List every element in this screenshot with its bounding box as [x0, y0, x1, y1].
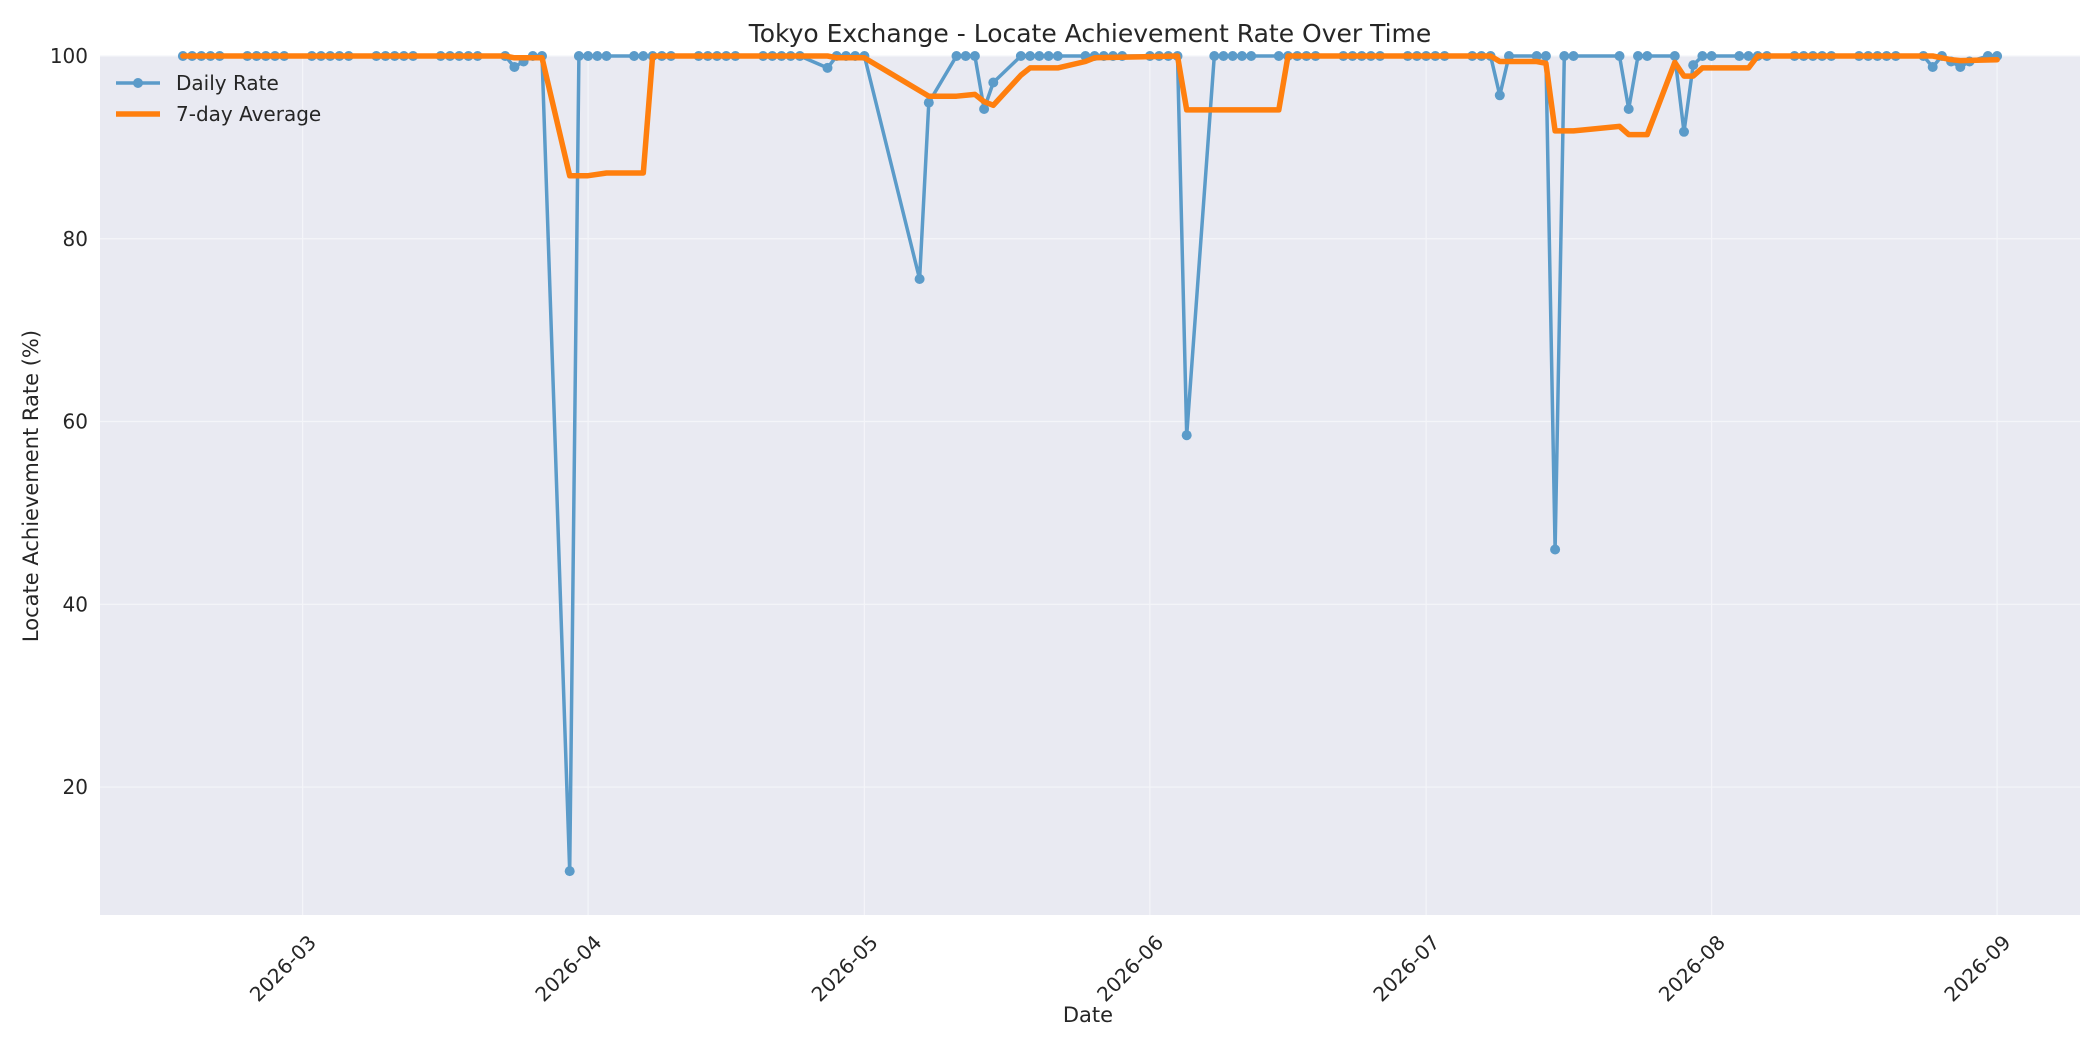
- y-axis-label: Locate Achievement Rate (%): [19, 330, 43, 642]
- series-layer: [177, 51, 2003, 877]
- x-axis-label: Date: [1063, 1003, 1113, 1027]
- data-point-daily-rate: [1633, 51, 1643, 61]
- data-point-daily-rate: [629, 51, 640, 61]
- y-tick-label: 60: [63, 410, 88, 434]
- x-tick-label: 2026-05: [807, 930, 883, 1006]
- x-tick-label: 2026-07: [1368, 930, 1444, 1006]
- data-point-daily-rate: [1743, 51, 1754, 61]
- data-point-daily-rate: [914, 274, 925, 284]
- data-point-daily-rate: [951, 51, 962, 61]
- y-tick-label: 100: [50, 44, 88, 68]
- chart-title: Tokyo Exchange - Locate Achievement Rate…: [748, 19, 1432, 48]
- x-tick-label: 2026-06: [1092, 930, 1168, 1006]
- data-point-daily-rate: [1531, 51, 1542, 61]
- legend: Daily Rate 7-day Average: [116, 71, 321, 126]
- data-point-daily-rate: [1688, 60, 1699, 71]
- legend-label-daily-rate: Daily Rate: [176, 71, 279, 95]
- data-point-daily-rate: [638, 51, 649, 61]
- data-point-daily-rate: [1559, 51, 1570, 61]
- data-point-daily-rate: [1052, 51, 1063, 61]
- data-point-daily-rate: [1550, 544, 1561, 555]
- data-point-daily-rate: [1568, 51, 1579, 61]
- data-point-daily-rate: [1043, 51, 1054, 61]
- data-point-daily-rate: [564, 866, 575, 877]
- data-point-daily-rate: [1034, 51, 1045, 61]
- y-axis-ticks: 20 40 60 80 100: [50, 44, 88, 799]
- x-tick-label: 2026-08: [1654, 930, 1730, 1006]
- data-point-daily-rate: [583, 51, 594, 61]
- x-axis-ticks: 2026-03 2026-04 2026-05 2026-06 2026-07 2026-…: [245, 930, 2016, 1006]
- data-point-daily-rate: [1227, 51, 1238, 61]
- data-point-daily-rate: [1494, 90, 1505, 101]
- x-tick-label: 2026-03: [245, 930, 321, 1006]
- data-point-daily-rate: [601, 51, 612, 61]
- data-point-daily-rate: [1614, 51, 1625, 61]
- data-point-daily-rate: [923, 97, 934, 108]
- data-point-daily-rate: [1181, 430, 1192, 441]
- data-point-daily-rate: [1706, 51, 1717, 61]
- data-point-daily-rate: [969, 51, 980, 61]
- data-point-daily-rate: [1218, 51, 1229, 61]
- data-point-daily-rate: [1237, 51, 1247, 61]
- data-point-daily-rate: [1623, 104, 1634, 114]
- data-point-daily-rate: [988, 77, 999, 88]
- y-tick-label: 20: [63, 775, 88, 799]
- data-point-daily-rate: [1927, 62, 1938, 72]
- x-tick-label: 2026-09: [1939, 930, 2015, 1006]
- data-point-daily-rate: [1669, 51, 1680, 61]
- y-tick-label: 80: [63, 227, 88, 251]
- data-point-daily-rate: [1246, 51, 1257, 61]
- data-point-daily-rate: [592, 51, 603, 61]
- data-point-daily-rate: [1209, 51, 1220, 61]
- legend-marker-daily-rate: [133, 78, 143, 88]
- series-line-7-day-average: [180, 53, 2000, 179]
- data-point-daily-rate: [979, 104, 990, 114]
- legend-label-7-day-average: 7-day Average: [176, 102, 321, 126]
- data-point-daily-rate: [1734, 51, 1745, 61]
- data-point-daily-rate: [1697, 51, 1708, 61]
- data-point-daily-rate: [1540, 51, 1551, 61]
- data-point-daily-rate: [509, 62, 520, 72]
- data-point-daily-rate: [822, 62, 833, 73]
- data-point-daily-rate: [960, 51, 971, 61]
- data-point-daily-rate: [573, 51, 584, 61]
- data-point-daily-rate: [1025, 51, 1036, 61]
- data-point-daily-rate: [1273, 51, 1284, 61]
- data-point-daily-rate: [1504, 51, 1514, 61]
- data-point-daily-rate: [1642, 51, 1653, 61]
- data-point-daily-rate: [1679, 126, 1689, 137]
- data-point-daily-rate: [1015, 51, 1026, 61]
- x-tick-label: 2026-04: [530, 930, 606, 1006]
- plot-background: [100, 56, 2080, 915]
- y-tick-label: 40: [63, 592, 88, 616]
- data-point-daily-rate: [1955, 62, 1966, 72]
